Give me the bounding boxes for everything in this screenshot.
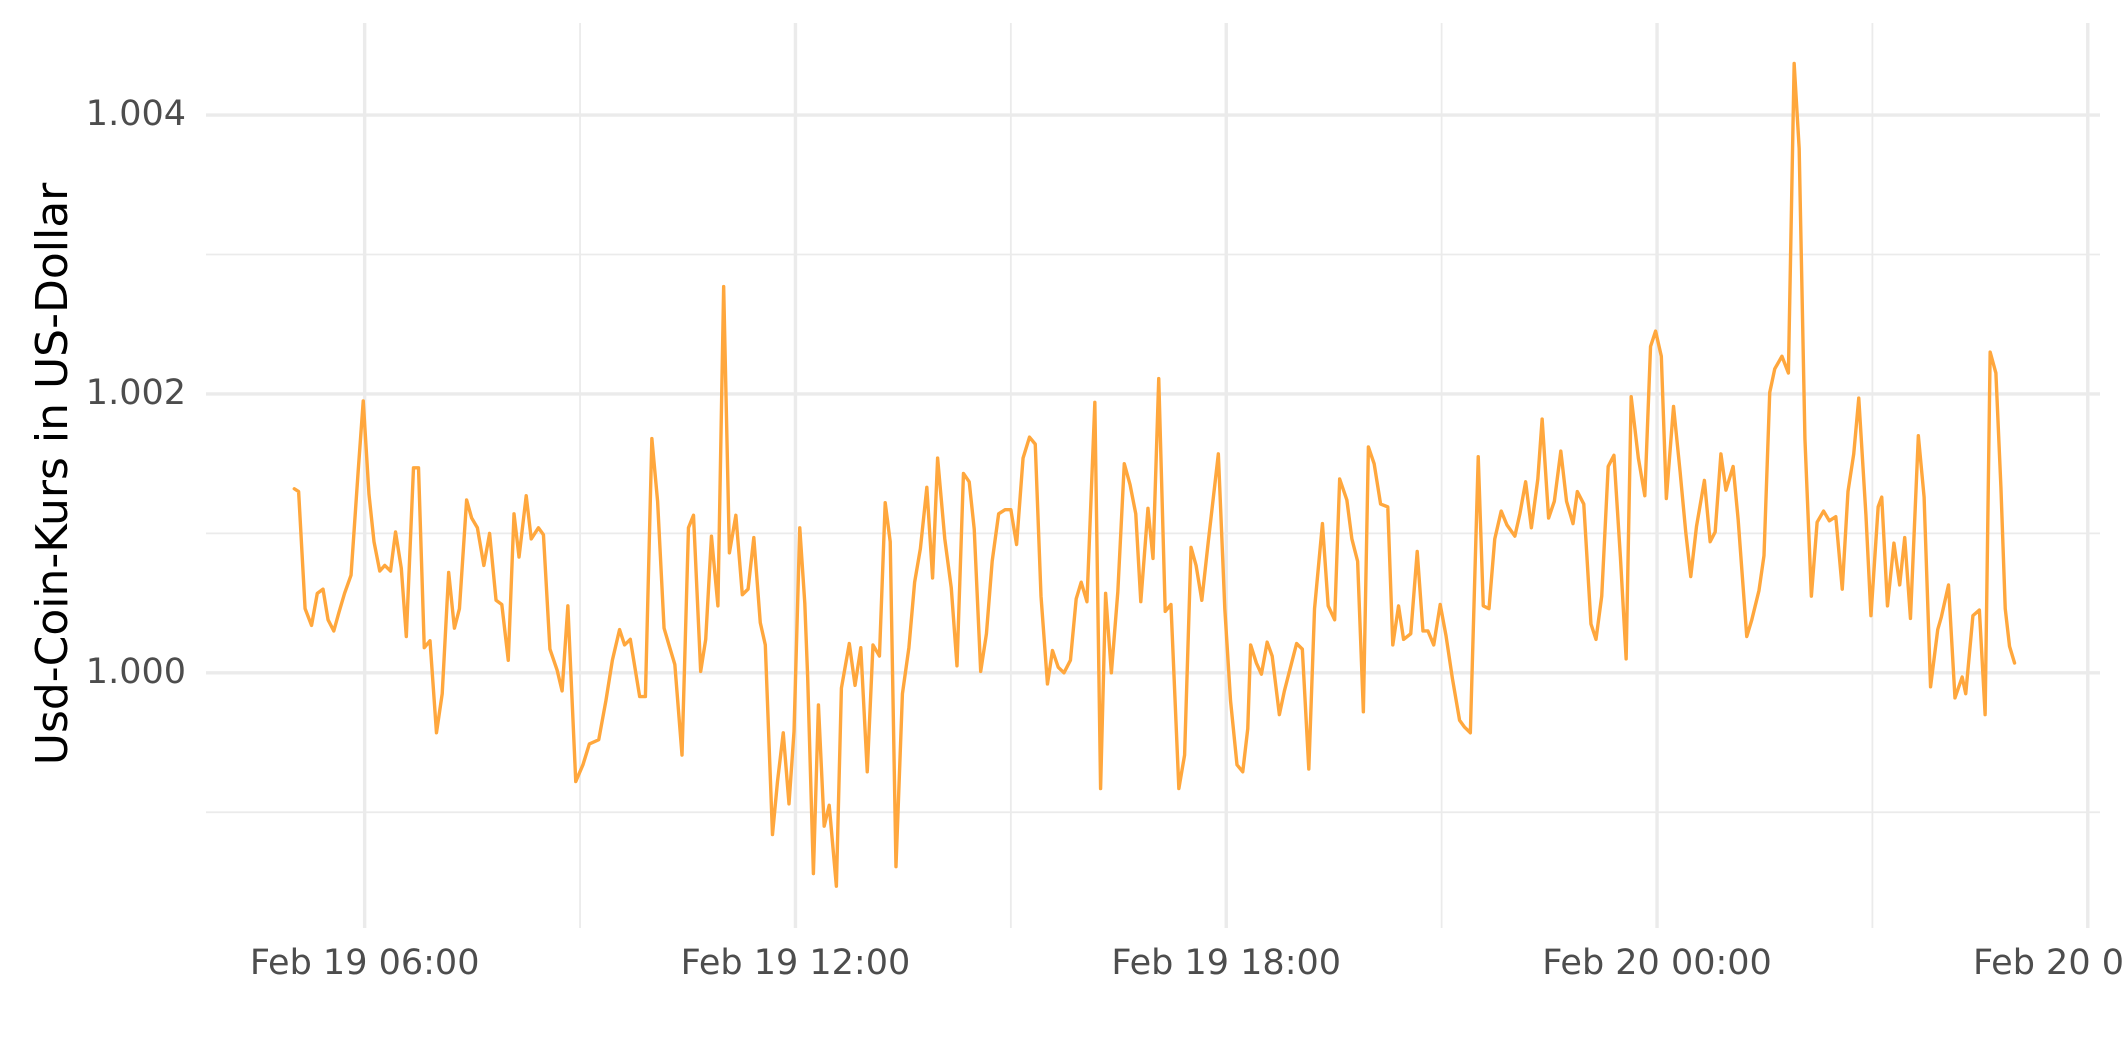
y-tick-label: 1.000 [86, 652, 186, 692]
axis-labels: Feb 19 06:00 Feb 19 12:00 Feb 19 18:00 Feb … [86, 94, 2125, 983]
x-tick-label: Feb 19 12:00 [681, 943, 911, 983]
plot-marks [292, 61, 2017, 888]
x-tick-label: Feb 20 00:00 [1542, 943, 1772, 983]
y-tick-label: 1.004 [86, 94, 186, 134]
x-tick-label: Feb 19 06:00 [250, 943, 480, 983]
price-line [292, 61, 2017, 888]
y-axis-title: Usd-Coin-Kurs in US-Dollar [27, 182, 78, 765]
x-tick-label: Feb 19 18:00 [1111, 943, 1341, 983]
y-tick-label: 1.002 [86, 373, 186, 413]
minor-grid [206, 23, 2100, 928]
major-grid [206, 23, 2100, 928]
x-tick-label: Feb 20 06:00 [1973, 943, 2125, 983]
